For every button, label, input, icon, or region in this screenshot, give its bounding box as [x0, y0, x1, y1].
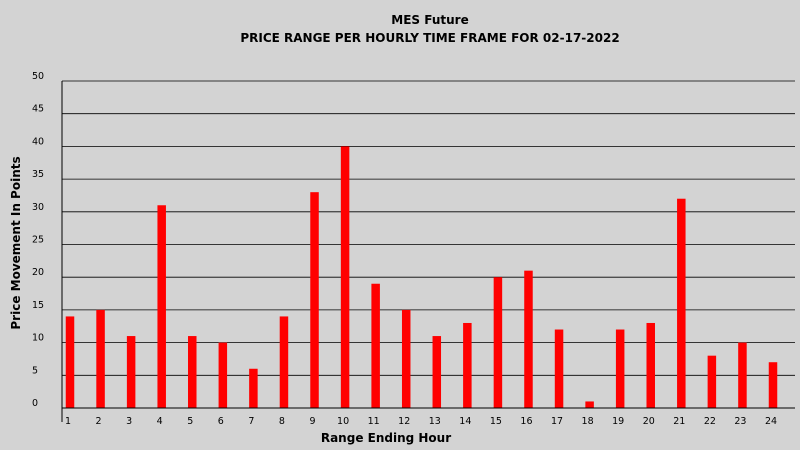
bar-6: [218, 342, 228, 408]
axes: [61, 81, 795, 422]
bar-16: [524, 270, 533, 408]
bar-2: [96, 309, 105, 408]
bar-18: [585, 401, 594, 408]
y-tick-label-5: 5: [32, 365, 38, 376]
x-tick-label-4: 4: [157, 416, 163, 427]
x-tick-label-15: 15: [490, 416, 502, 427]
chart-subtitle: PRICE RANGE PER HOURLY TIME FRAME FOR 02…: [240, 31, 619, 45]
bar-17: [554, 329, 564, 408]
x-tick-label-24: 24: [765, 416, 777, 427]
bar-21: [677, 198, 686, 408]
bar-3: [126, 336, 136, 408]
x-tick-label-22: 22: [704, 416, 716, 427]
bar-14: [463, 322, 472, 408]
bar-12: [401, 309, 411, 408]
y-tick-label-0: 0: [32, 398, 38, 409]
y-tick-label-35: 35: [32, 169, 44, 180]
bar-11: [371, 283, 380, 408]
bar-24: [768, 362, 778, 408]
x-tick-label-19: 19: [612, 416, 624, 427]
y-tick-label-15: 15: [32, 300, 44, 311]
x-tick-label-16: 16: [520, 416, 532, 427]
x-tick-label-20: 20: [643, 416, 655, 427]
x-tick-label-6: 6: [218, 416, 224, 427]
y-tick-labels: 0 5 10 15 20 25 30 35 40 45 50: [32, 71, 44, 409]
y-tick-label-20: 20: [32, 267, 44, 278]
x-tick-label-11: 11: [368, 416, 380, 427]
bars: [65, 146, 778, 408]
chart-title: MES Future: [391, 13, 468, 27]
bar-7: [249, 368, 258, 408]
x-tick-label-23: 23: [734, 416, 746, 427]
x-tick-label-8: 8: [279, 416, 285, 427]
bar-19: [615, 329, 625, 408]
x-tick-label-5: 5: [187, 416, 193, 427]
x-tick-label-14: 14: [459, 416, 471, 427]
bar-9: [310, 192, 319, 408]
bar-23: [738, 342, 747, 408]
bar-1: [65, 316, 75, 408]
x-axis-label: Range Ending Hour: [321, 431, 451, 445]
bar-5: [188, 336, 197, 408]
bar-10: [340, 146, 350, 408]
x-tick-label-17: 17: [551, 416, 563, 427]
x-tick-label-10: 10: [337, 416, 349, 427]
y-tick-label-50: 50: [32, 71, 44, 82]
y-tick-label-45: 45: [32, 104, 44, 115]
y-axis-label: Price Movement In Points: [9, 156, 23, 329]
bar-22: [707, 355, 717, 408]
x-tick-label-21: 21: [673, 416, 685, 427]
bar-15: [493, 277, 503, 408]
bar-13: [432, 336, 442, 408]
x-tick-label-2: 2: [96, 416, 102, 427]
y-tick-label-40: 40: [32, 136, 44, 147]
bar-8: [279, 316, 289, 408]
x-tick-label-7: 7: [248, 416, 254, 427]
y-tick-label-30: 30: [32, 202, 44, 213]
y-tick-label-10: 10: [32, 333, 44, 344]
bar-4: [157, 205, 166, 408]
x-tick-labels: 1 2 3 4 5 6 7 8 9 10 11 12 13 14 15 16 17 18 19 20 21 22 23 24: [65, 416, 777, 427]
x-tick-label-1: 1: [65, 416, 71, 427]
x-tick-label-9: 9: [309, 416, 315, 427]
gridlines: [62, 80, 795, 376]
x-tick-label-3: 3: [126, 416, 132, 427]
x-tick-label-12: 12: [398, 416, 410, 427]
y-tick-label-25: 25: [32, 235, 44, 246]
x-tick-label-13: 13: [429, 416, 441, 427]
bar-20: [646, 322, 655, 408]
x-tick-label-18: 18: [582, 416, 594, 427]
